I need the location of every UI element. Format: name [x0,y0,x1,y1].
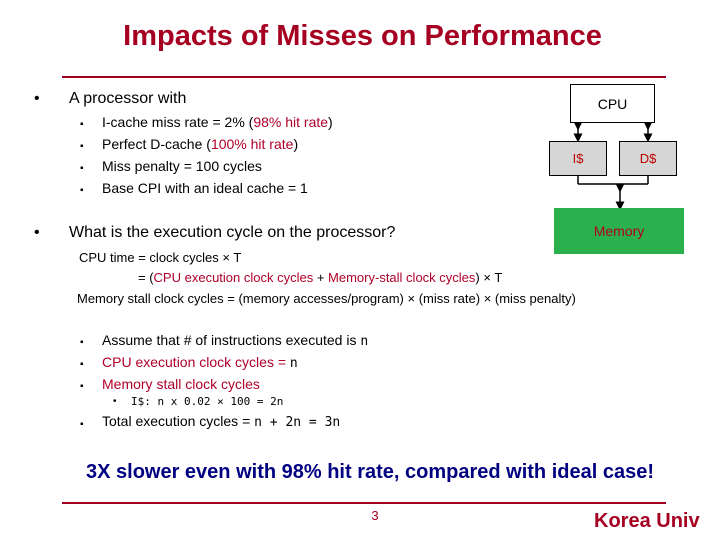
step-2-text: CPU execution clock cycles = [102,354,290,370]
formula-cpu-time: CPU time = clock cycles × T [79,250,242,265]
sub-bullet-4: Base CPI with an ideal cache = 1 [102,180,308,196]
step-3-sub-marker: • [113,396,117,407]
sub-bullet-1-pre: I-cache miss rate = 2% ( [102,114,254,130]
sub-bullet-3: Miss penalty = 100 cycles [102,158,262,174]
footer-university: Korea Univ [594,510,700,532]
cache-diagram-connectors [573,121,653,211]
step-2-var: n [289,356,298,371]
formula-open: = ( [138,270,154,285]
footer-rule [62,502,666,504]
step-marker: ▪ [80,359,84,370]
page-number: 3 [371,508,379,523]
sub-bullet-1-highlight: 98% hit rate [253,114,329,130]
step-4: Total execution cycles = n + 2n = 3n [102,413,340,430]
step-1-text: Assume that # of instructions executed i… [102,332,361,348]
formula-close: ) × T [475,270,503,285]
formula-mem-stall-label: Memory stall clock cycles = [77,291,239,306]
formula-cpu-exec-cycles: CPU execution clock cycles [153,270,314,285]
formula-cpu-time-expanded: = (CPU execution clock cycles + Memory-s… [138,270,502,285]
sub-bullet-2-pre: Perfect D-cache ( [102,136,211,152]
formula-mem-stall: Memory stall clock cycles = (memory acce… [77,291,576,306]
sub-bullet-1: I-cache miss rate = 2% (98% hit rate) [102,114,333,130]
step-2: CPU execution clock cycles = n [102,354,298,371]
memory-box: Memory [554,208,684,254]
step-marker: ▪ [80,419,84,430]
icache-box: I$ [549,141,607,176]
sub-bullet-2-highlight: 100% hit rate [210,136,294,152]
step-1-var: n [360,334,369,349]
cpu-box: CPU [570,84,655,123]
sub-bullet-1-post: ) [328,114,333,130]
sub-bullet-marker: ▪ [80,119,84,130]
sub-bullet-marker: ▪ [80,163,84,174]
step-marker: ▪ [80,337,84,348]
step-1: Assume that # of instructions executed i… [102,332,368,349]
sub-bullet-marker: ▪ [80,141,84,152]
sub-bullet-2: Perfect D-cache (100% hit rate) [102,136,298,152]
bullet1-text: A processor with [69,90,187,107]
bullet2-text: What is the execution cycle on the proce… [69,224,396,241]
step-marker: ▪ [80,381,84,392]
title-rule [62,76,666,78]
step-4-text: Total execution cycles = [102,413,255,429]
step-4-expr: n + 2n = 3n [254,415,341,430]
bullet-marker: • [34,224,40,241]
slide-title: Impacts of Misses on Performance [123,20,602,52]
formula-mem-stall-rest: (memory accesses/program) × (miss rate) … [238,291,576,306]
step-3-sub: I$: n x 0.02 × 100 = 2n [131,395,284,408]
bullet-marker: • [34,90,40,107]
sub-bullet-2-post: ) [293,136,299,152]
step-3: Memory stall clock cycles [102,376,260,392]
formula-plus: + [313,270,329,285]
conclusion-text: 3X slower even with 98% hit rate, compar… [86,461,654,483]
formula-mem-stall-cycles: Memory-stall clock cycles [328,270,476,285]
sub-bullet-marker: ▪ [80,185,84,196]
dcache-box: D$ [619,141,677,176]
